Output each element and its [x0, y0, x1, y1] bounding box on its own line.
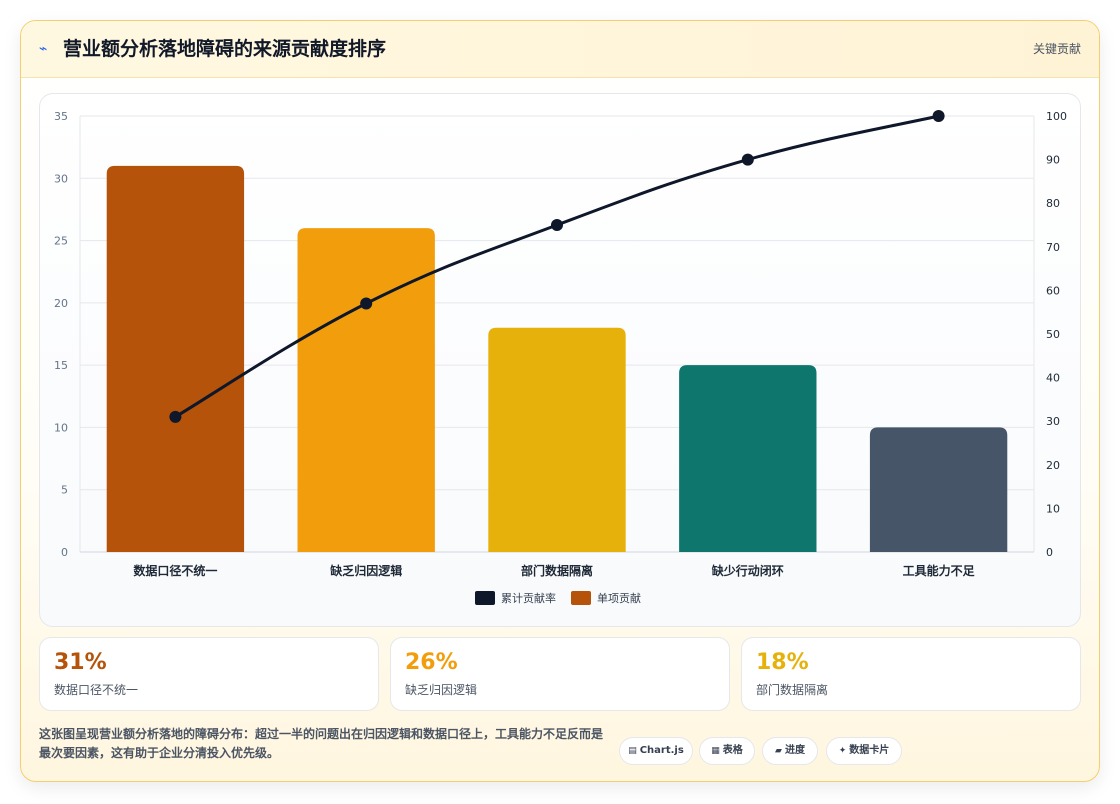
- analysis-card: ⌁ 营业额分析落地障碍的来源贡献度排序 关键贡献 0 5 10 15 20 25 30 35 0…: [20, 20, 1100, 782]
- key-contribution-tag: 关键贡献: [1032, 42, 1081, 56]
- chip-label: Chart.js: [639, 745, 684, 756]
- y-right-tick-label: 40: [1046, 372, 1060, 385]
- y-right-tick-label: 80: [1046, 197, 1060, 210]
- x-tick-label: 数据口径不统一: [133, 563, 217, 578]
- cumulative-point-5: [932, 110, 945, 122]
- y-left-tick-label: 10: [54, 421, 68, 434]
- stat-card-3: 18% 部门数据隔离: [741, 637, 1081, 711]
- y-right-tick-label: 20: [1046, 459, 1060, 472]
- stat-label: 部门数据隔离: [756, 683, 829, 697]
- card-header: ⌁ 营业额分析落地障碍的来源贡献度排序 关键贡献: [21, 21, 1099, 78]
- y-right-tick-label: 60: [1046, 284, 1060, 297]
- stat-card-2: 26% 缺乏归因逻辑: [390, 637, 730, 711]
- chip-chartjs[interactable]: ▤ Chart.js: [619, 737, 693, 765]
- y-left-tick-label: 25: [54, 235, 68, 248]
- stat-label: 缺乏归因逻辑: [405, 683, 478, 697]
- pareto-chart: 0 5 10 15 20 25 30 35 0 10 20 30 40 50 60 70 80 90 100 数据口径…: [54, 110, 1067, 605]
- y-left-tick-label: 20: [54, 297, 68, 310]
- bar-5: [869, 427, 1008, 552]
- chip-data-card[interactable]: ✦ 数据卡片: [826, 737, 902, 765]
- bar-2: [297, 228, 435, 552]
- lightning-icon: ⌁: [39, 41, 48, 57]
- stat-value: 18%: [756, 650, 809, 675]
- legend-label-cumulative: 累计贡献率: [501, 591, 556, 605]
- chip-table[interactable]: ▦ 表格: [699, 737, 755, 765]
- y-right-tick-label: 70: [1046, 241, 1060, 254]
- card-title: 营业额分析落地障碍的来源贡献度排序: [63, 38, 387, 60]
- stat-card-1: 31% 数据口径不统一: [39, 637, 379, 711]
- stat-value: 31%: [54, 650, 107, 675]
- y-left-tick-label: 5: [61, 484, 68, 497]
- chip-label: 表格: [722, 745, 743, 756]
- cumulative-point-4: [741, 153, 754, 166]
- chart-description: 这张图呈现营业额分析落地的障碍分布：超过一半的问题出在归因逻辑和数据口径上，工具…: [39, 727, 604, 760]
- y-left-tick-label: 15: [54, 359, 68, 372]
- x-tick-label: 部门数据隔离: [521, 563, 593, 578]
- table-icon: ▦: [711, 746, 720, 756]
- x-tick-label: 缺少行动闭环: [712, 563, 784, 578]
- cumulative-point-1: [169, 410, 182, 423]
- pareto-chart-panel: 0 5 10 15 20 25 30 35 0 10 20 30 40 50 60 70 80 90 100 数据口径…: [39, 93, 1081, 627]
- chart-icon: ▤: [628, 746, 637, 756]
- legend-swatch-cumulative: [475, 591, 495, 605]
- y-right-tick-label: 30: [1046, 415, 1060, 428]
- x-tick-label: 工具能力不足: [903, 563, 975, 578]
- progress-icon: ▰: [775, 746, 782, 756]
- legend-swatch-single: [571, 591, 591, 605]
- bar-1: [106, 165, 245, 552]
- y-left-tick-label: 0: [61, 546, 68, 559]
- legend-label-single: 单项贡献: [597, 591, 641, 605]
- y-right-tick-label: 10: [1046, 502, 1060, 515]
- card-icon: ✦: [838, 746, 847, 756]
- y-right-tick-label: 50: [1046, 328, 1060, 341]
- cumulative-point-3: [551, 219, 563, 231]
- stat-label: 数据口径不统一: [54, 683, 139, 697]
- y-left-tick-label: 35: [54, 110, 68, 123]
- chip-label: 数据卡片: [849, 745, 890, 756]
- cumulative-point-2: [360, 297, 373, 310]
- y-right-tick-label: 100: [1046, 110, 1067, 123]
- y-left-tick-label: 30: [54, 172, 68, 185]
- stat-value: 26%: [405, 650, 458, 675]
- bar-3: [488, 327, 626, 552]
- x-tick-label: 缺乏归因逻辑: [330, 563, 402, 578]
- chip-progress[interactable]: ▰ 进度: [762, 737, 818, 765]
- chip-label: 进度: [784, 745, 805, 756]
- y-right-tick-label: 90: [1046, 154, 1060, 167]
- y-right-tick-label: 0: [1046, 546, 1053, 559]
- bar-4: [679, 365, 817, 552]
